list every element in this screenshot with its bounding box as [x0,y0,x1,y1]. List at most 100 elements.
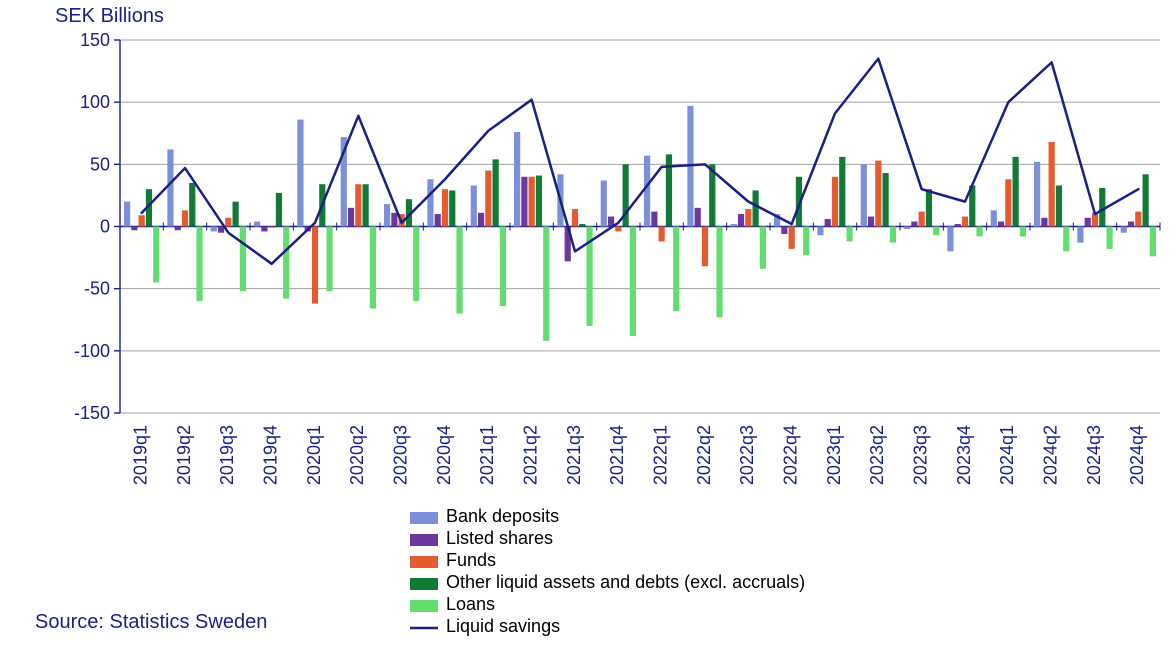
bar-other_liquid [1013,157,1019,227]
x-category-label: 2019q2 [174,425,194,485]
bar-loans [240,227,246,292]
bar-funds [745,209,751,226]
x-category-label: 2024q4 [1127,425,1147,485]
y-tick-label: -150 [74,403,110,423]
bar-other_liquid [1143,174,1149,226]
bar-listed_shares [435,214,441,226]
legend-label-funds: Funds [446,550,496,570]
bar-bank_deposits [904,227,910,229]
bar-bank_deposits [514,132,520,226]
bar-funds [659,227,665,242]
bar-loans [326,227,332,292]
legend-label-other_liquid: Other liquid assets and debts (excl. acc… [446,572,805,592]
x-category-label: 2021q1 [477,425,497,485]
x-category-label: 2022q1 [650,425,670,485]
bar-listed_shares [521,177,527,227]
bar-bank_deposits [1034,162,1040,227]
bar-listed_shares [261,227,267,232]
bar-funds [225,218,231,227]
bar-loans [716,227,722,318]
chart-background [0,0,1175,658]
x-category-label: 2019q1 [130,425,150,485]
bar-funds [1049,142,1055,227]
bar-bank_deposits [817,227,823,236]
bar-other_liquid [449,190,455,226]
bar-funds [269,227,275,228]
bar-listed_shares [738,214,744,226]
x-category-label: 2023q4 [954,425,974,485]
bar-funds [615,227,621,232]
bar-loans [370,227,376,309]
legend-swatch-funds [410,556,438,568]
x-category-label: 2021q2 [520,425,540,485]
bar-loans [413,227,419,302]
bar-loans [196,227,202,302]
bar-bank_deposits [211,227,217,232]
bar-bank_deposits [1121,227,1127,233]
bar-loans [1150,227,1156,257]
bar-funds [182,210,188,226]
bar-loans [153,227,159,283]
x-category-label: 2022q4 [780,425,800,485]
bar-bank_deposits [601,180,607,226]
bar-other_liquid [926,189,932,226]
legend-label-loans: Loans [446,594,495,614]
liquid-savings-chart: SEK Billions-150-100-500501001502019q120… [0,0,1175,658]
bar-loans [500,227,506,307]
bar-listed_shares [131,227,137,231]
x-category-label: 2019q4 [260,425,280,485]
bar-bank_deposits [644,156,650,227]
bar-listed_shares [175,227,181,231]
bar-loans [1063,227,1069,252]
bar-other_liquid [883,173,889,226]
bar-funds [529,177,535,227]
legend-swatch-listed_shares [410,534,438,546]
bar-funds [442,189,448,226]
bar-funds [962,217,968,227]
bar-funds [875,161,881,227]
bar-listed_shares [478,213,484,227]
x-category-label: 2022q2 [694,425,714,485]
x-category-label: 2024q2 [1040,425,1060,485]
y-tick-label: -50 [84,279,110,299]
bar-loans [933,227,939,236]
bar-funds [1135,212,1141,227]
bar-loans [1020,227,1026,237]
bar-other_liquid [363,184,369,226]
legend-swatch-loans [410,600,438,612]
bar-other_liquid [536,176,542,227]
bar-listed_shares [955,224,961,226]
x-category-label: 2022q3 [737,425,757,485]
bar-listed_shares [651,212,657,227]
bar-bank_deposits [297,120,303,227]
bar-loans [283,227,289,299]
bar-listed_shares [391,213,397,227]
bar-loans [456,227,462,314]
bar-other_liquid [233,202,239,227]
bar-other_liquid [189,183,195,227]
legend-label-bank_deposits: Bank deposits [446,506,559,526]
y-tick-label: 100 [80,92,110,112]
bar-other_liquid [493,159,499,226]
bar-listed_shares [825,219,831,226]
x-category-label: 2021q3 [564,425,584,485]
bar-loans [976,227,982,237]
bar-loans [543,227,549,341]
legend-swatch-bank_deposits [410,512,438,524]
x-category-label: 2024q1 [997,425,1017,485]
bar-loans [673,227,679,312]
legend-label-liquid_savings: Liquid savings [446,616,560,636]
bar-loans [890,227,896,243]
bar-funds [485,171,491,227]
y-tick-label: 0 [100,217,110,237]
bar-loans [1106,227,1112,249]
bar-listed_shares [695,208,701,227]
bar-listed_shares [348,208,354,227]
bar-bank_deposits [124,202,130,227]
bar-loans [846,227,852,242]
bar-loans [803,227,809,256]
x-category-label: 2020q4 [434,425,454,485]
y-tick-label: 50 [90,154,110,174]
x-category-label: 2023q2 [867,425,887,485]
bar-funds [572,209,578,226]
